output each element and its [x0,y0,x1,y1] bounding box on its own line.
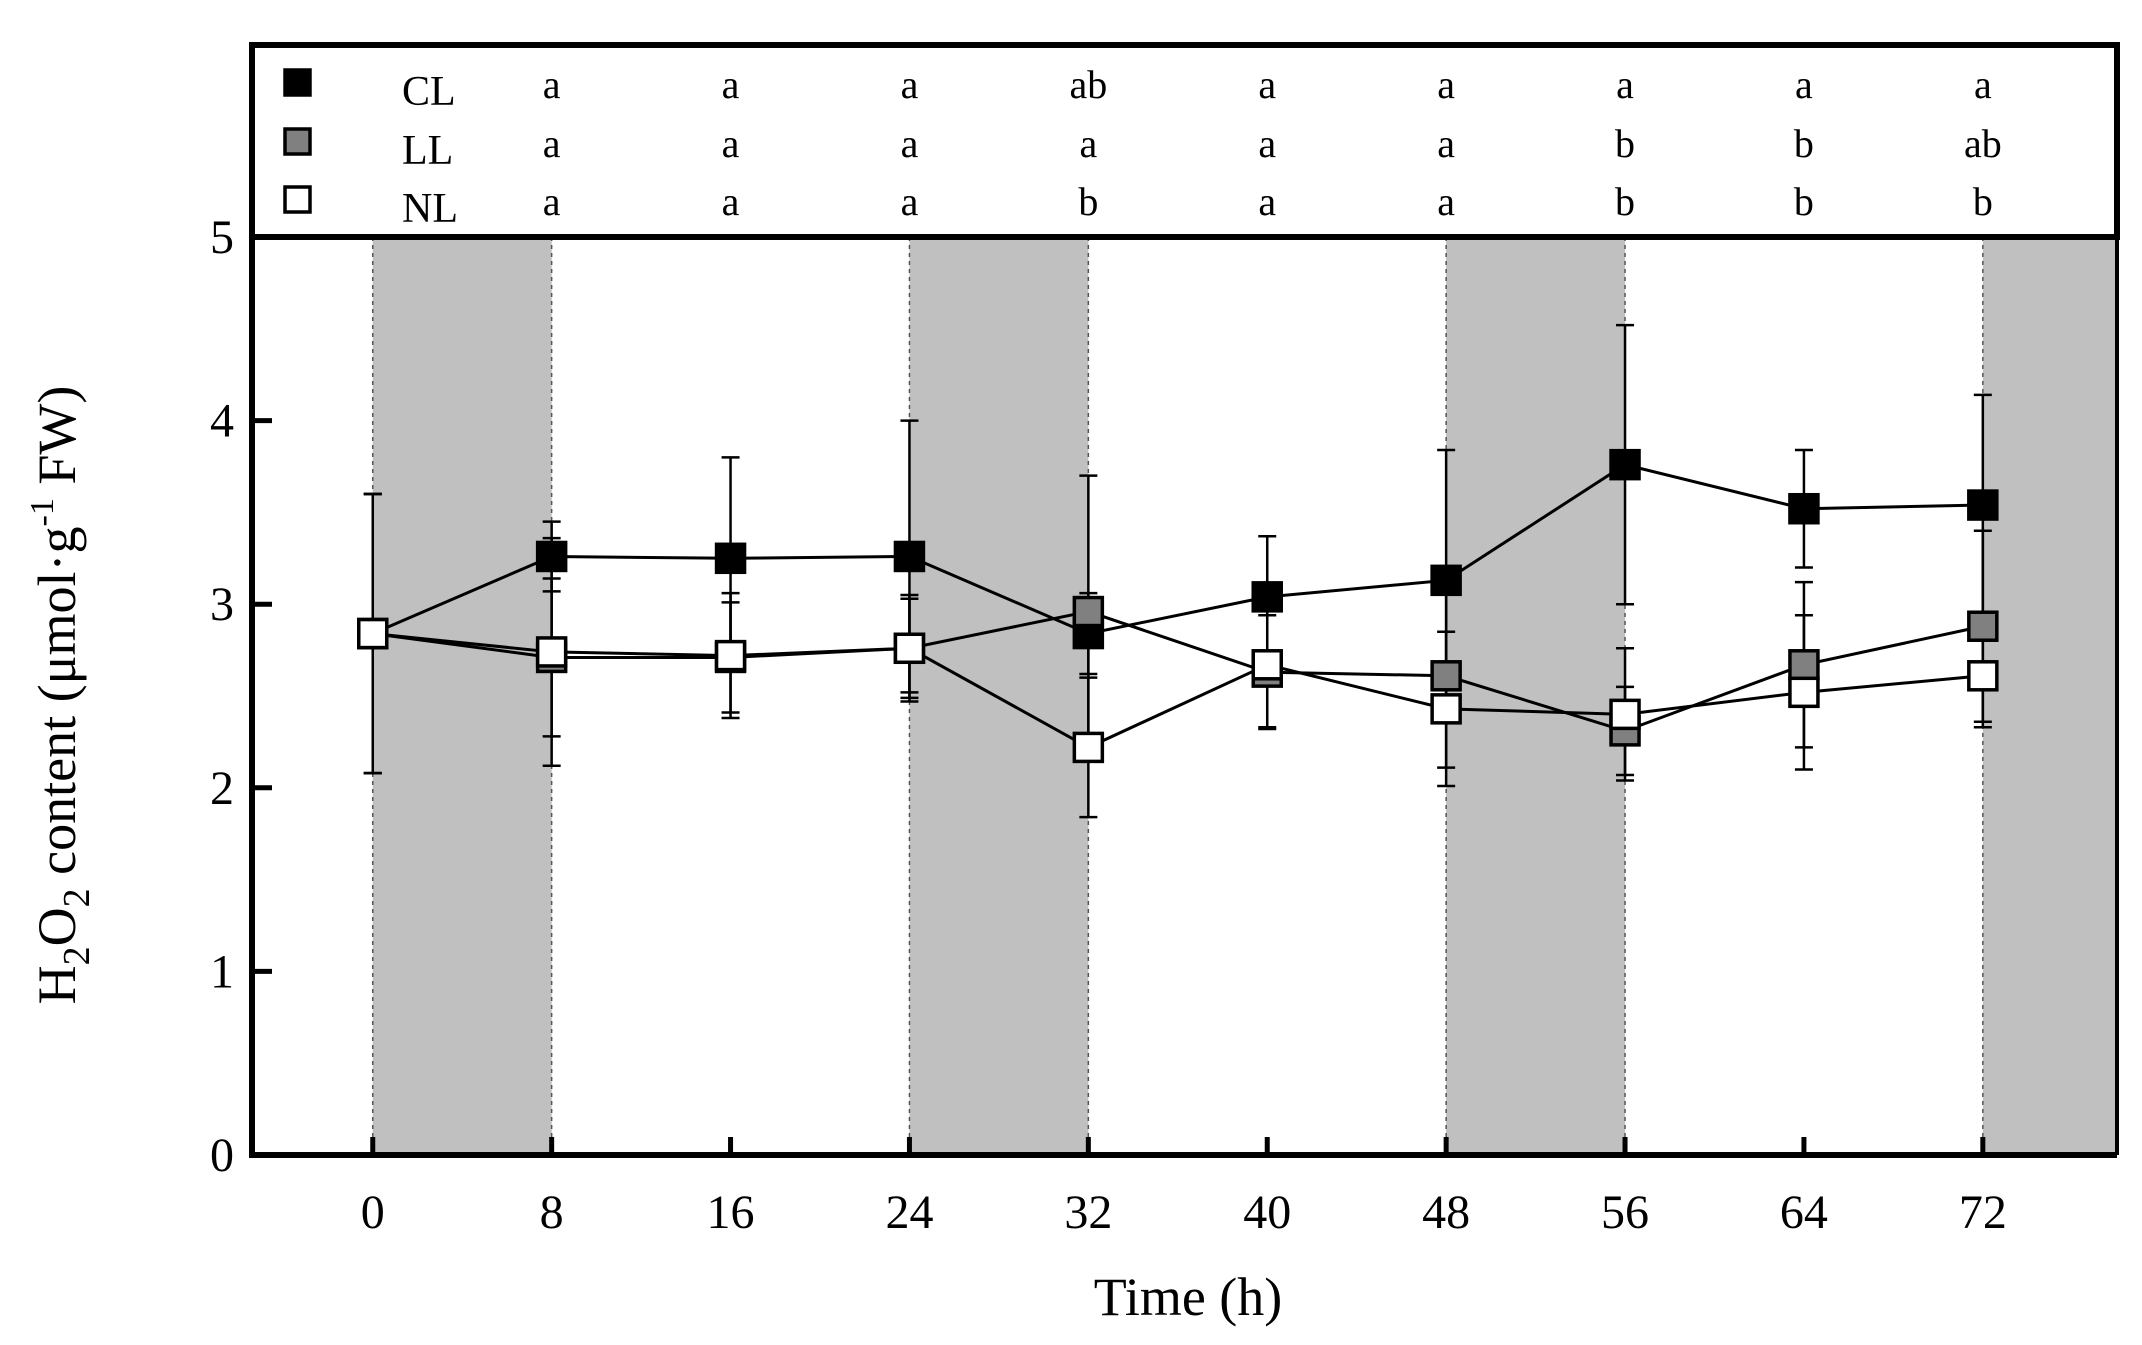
data-point-nl-0 [357,617,389,650]
significance-letter-nl-4: b [1078,179,1098,224]
data-point-nl-4 [1072,731,1105,764]
legend-marker-nl [283,185,312,214]
legend-marker-ll [283,127,312,156]
series-lines [372,463,1984,750]
y-axis-title: H2O2 content (μmol·g-1 FW) [24,386,98,1005]
series-markers [357,448,1999,764]
legend-label-nl: NL [402,186,458,232]
x-axis-title: Time (h) [1094,1267,1283,1327]
significance-letter-ll-4: a [1079,121,1097,166]
series-layer [357,323,1999,819]
y-tick-label-2: 2 [210,762,234,815]
x-tick-label-0: 0 [361,1186,385,1239]
data-point-cl-8 [1788,492,1820,525]
significance-letter-nl-1: a [543,179,561,224]
significance-letter-ll-3: a [901,121,919,166]
significance-letter-cl-8: a [1795,62,1813,107]
significance-letter-nl-3: a [901,179,919,224]
y-tick-label-4: 4 [210,395,234,448]
significance-letter-nl-2: a [722,179,740,224]
significance-letter-cl-3: a [901,62,919,107]
data-point-cl-5 [1251,581,1283,613]
data-point-nl-9 [1967,660,1999,692]
y-tick-label-0: 0 [210,1129,234,1182]
significance-letter-ll-6: a [1437,121,1455,166]
data-point-nl-5 [1251,649,1283,681]
data-point-ll-9 [1967,610,1999,642]
x-tick-label-6: 48 [1422,1186,1470,1239]
y-tick-label-3: 3 [210,578,234,631]
x-tick-label-8: 64 [1780,1186,1828,1239]
data-point-nl-7 [1609,698,1641,731]
x-tick-label-7: 56 [1601,1186,1649,1239]
series-error-bars [363,323,1992,819]
legend-label-cl: CL [402,69,456,115]
x-tick-label-4: 32 [1064,1186,1112,1239]
series-line-cl [372,463,1983,636]
significance-letter-nl-7: b [1615,179,1635,224]
data-point-nl-8 [1788,676,1820,709]
significance-letter-ll-7: b [1615,121,1635,166]
x-tick-label-9: 72 [1959,1186,2007,1239]
significance-letter-ll-8: b [1794,121,1814,166]
data-point-cl-3 [893,540,926,573]
series-line-ll [372,609,1984,733]
y-tick-label-5: 5 [210,211,234,264]
data-point-cl-9 [1967,489,1999,521]
data-point-nl-3 [893,632,926,665]
data-point-nl-2 [714,639,747,672]
significance-letter-ll-5: a [1258,121,1276,166]
significance-letter-cl-5: a [1258,62,1276,107]
data-point-ll-4 [1072,595,1105,628]
significance-letter-cl-2: a [722,62,740,107]
x-tick-label-3: 24 [885,1186,933,1239]
significance-letter-ll-9: ab [1964,121,2002,166]
significance-letter-nl-8: b [1794,179,1814,224]
dark-band-0 [372,237,552,1155]
x-tick-label-2: 16 [707,1186,755,1239]
significance-letter-cl-7: a [1616,62,1634,107]
x-tick-label-1: 8 [540,1186,564,1239]
data-point-cl-2 [714,542,747,575]
significance-letter-cl-6: a [1437,62,1455,107]
data-point-nl-1 [535,636,568,668]
significance-letter-nl-5: a [1258,179,1276,224]
data-point-cl-6 [1430,564,1462,597]
data-point-cl-1 [535,540,568,573]
data-point-nl-6 [1430,693,1462,725]
significance-letter-cl-1: a [543,62,561,107]
significance-letter-cl-9: a [1974,62,1992,107]
series-line-nl [372,632,1983,750]
legend-label-ll: LL [402,128,453,174]
x-tick-label-5: 40 [1243,1186,1291,1239]
legend-frame [249,42,2120,240]
data-point-ll-6 [1430,660,1462,692]
dark-period-bands [372,237,2117,1155]
y-tick-label-1: 1 [210,945,234,998]
dark-band-1 [909,237,1089,1155]
legend-marker-cl [283,68,312,97]
dark-band-2 [1446,237,1626,1155]
significance-letter-nl-6: a [1437,179,1455,224]
plot-axes: 0 8 16 24 32 40 48 56 64 72 0 1 2 3 4 5 [210,211,2119,1239]
significance-letter-ll-2: a [722,121,740,166]
data-point-ll-8 [1788,649,1820,681]
significance-letter-cl-4: ab [1069,62,1107,107]
significance-letter-nl-9: b [1973,179,1993,224]
significance-letter-ll-1: a [543,121,561,166]
data-point-cl-7 [1609,448,1641,481]
dark-band-3 [1982,237,2117,1155]
